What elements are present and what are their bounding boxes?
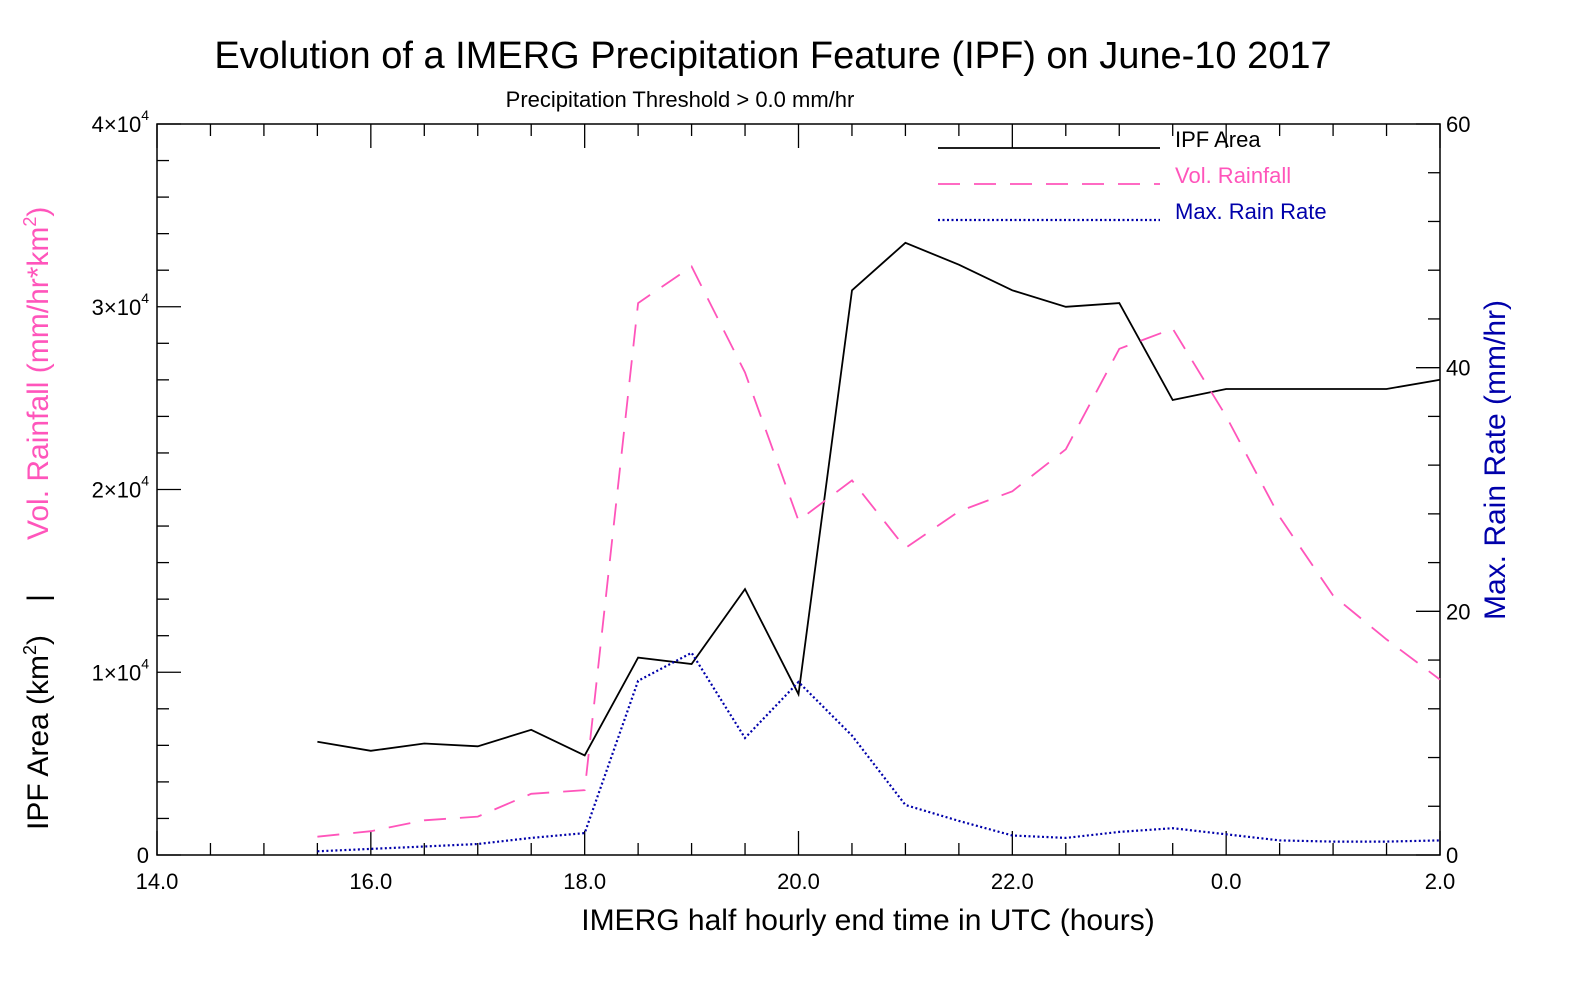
x-tick-label: 2.0 xyxy=(1425,869,1456,894)
tick-labels: 14.0 16.0 18.0 20.0 22.0 0.0 2.001×1042×1043×1… xyxy=(92,107,1471,894)
chart-title: Evolution of a IMERG Precipitation Featu… xyxy=(214,35,1331,77)
x-tick-label: 18.0 xyxy=(563,869,606,894)
y-left-tick-label: 0 xyxy=(137,843,149,868)
y-axis-label-separator: | xyxy=(22,594,55,602)
y-left-tick-label: 3×104 xyxy=(92,290,150,320)
legend-label: Vol. Rainfall xyxy=(1175,163,1291,188)
y-axis-label-area: IPF Area (km2) xyxy=(20,635,55,830)
axis-ticks xyxy=(156,123,1441,856)
series-line-1 xyxy=(317,265,1441,838)
series-line-2 xyxy=(317,651,1441,853)
y-left-tick-label: 2×104 xyxy=(92,473,150,503)
legend-label: Max. Rain Rate xyxy=(1175,199,1327,224)
x-axis-label: IMERG half hourly end time in UTC (hours… xyxy=(581,904,1155,937)
y-axis-label-right: Max. Rain Rate (mm/hr) xyxy=(1479,300,1512,620)
y-left-tick-label: 1×104 xyxy=(92,655,150,685)
x-tick-label: 20.0 xyxy=(777,869,820,894)
plot-frame xyxy=(156,123,1441,856)
series-lines xyxy=(317,241,1441,853)
chart-subtitle: Precipitation Threshold > 0.0 mm/hr xyxy=(506,87,855,112)
y-right-tick-label: 20 xyxy=(1446,599,1470,624)
legend: IPF Area Vol. Rainfall Max. Rain Rate xyxy=(938,127,1327,224)
y-right-tick-label: 60 xyxy=(1446,112,1470,137)
y-right-tick-label: 0 xyxy=(1446,843,1458,868)
y-right-tick-label: 40 xyxy=(1446,356,1470,381)
x-tick-label: 14.0 xyxy=(136,869,179,894)
legend-label: IPF Area xyxy=(1175,127,1261,152)
x-tick-label: 22.0 xyxy=(991,869,1034,894)
series-line-0 xyxy=(317,241,1441,757)
y-left-tick-label: 4×104 xyxy=(92,107,150,137)
x-tick-label: 16.0 xyxy=(349,869,392,894)
x-tick-label: 0.0 xyxy=(1211,869,1242,894)
y-axis-label-volrain: Vol. Rainfall (mm/hr*km2) xyxy=(20,207,55,540)
